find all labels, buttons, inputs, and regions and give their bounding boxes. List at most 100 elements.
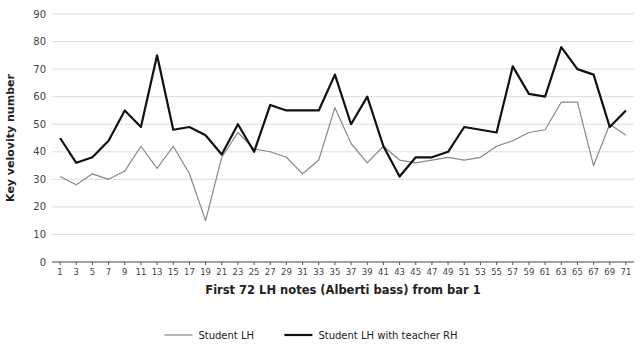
- x-tick: [302, 262, 303, 265]
- x-tick-label: 65: [572, 267, 583, 277]
- x-tick: [60, 262, 61, 265]
- y-tick-label: 60: [33, 91, 46, 102]
- x-tick-label: 69: [604, 267, 615, 277]
- x-tick-label: 29: [281, 267, 292, 277]
- x-tick: [108, 262, 109, 265]
- x-tick-label: 25: [249, 267, 260, 277]
- x-tick-label: 67: [588, 267, 599, 277]
- x-tick: [351, 262, 352, 265]
- grid-line: [52, 179, 634, 180]
- y-tick-label: 90: [33, 9, 46, 20]
- x-tick: [334, 262, 335, 265]
- series-line: [60, 47, 626, 177]
- y-axis-label: Key velovity number: [4, 74, 17, 202]
- x-tick-label: 33: [313, 267, 324, 277]
- grid-line: [52, 69, 634, 70]
- x-tick: [92, 262, 93, 265]
- grid-line: [52, 206, 634, 207]
- x-tick: [318, 262, 319, 265]
- x-tick-label: 19: [200, 267, 211, 277]
- x-tick-label: 21: [216, 267, 227, 277]
- x-tick: [496, 262, 497, 265]
- legend: Student LH Student LH with teacher RH: [164, 330, 457, 341]
- series-line: [60, 102, 626, 220]
- x-tick-label: 51: [459, 267, 470, 277]
- x-tick-label: 5: [90, 267, 95, 277]
- grid-line: [52, 151, 634, 152]
- y-tick-label: 40: [33, 146, 46, 157]
- x-tick: [528, 262, 529, 265]
- x-tick: [545, 262, 546, 265]
- x-tick: [124, 262, 125, 265]
- grid-line: [52, 234, 634, 235]
- x-tick-label: 7: [106, 267, 111, 277]
- x-tick: [464, 262, 465, 265]
- x-tick-label: 61: [540, 267, 551, 277]
- x-tick-label: 43: [394, 267, 405, 277]
- x-tick-label: 27: [265, 267, 276, 277]
- x-tick-label: 11: [136, 267, 147, 277]
- legend-label: Student LH: [198, 330, 254, 341]
- y-tick-label: 20: [33, 201, 46, 212]
- y-tick-label: 80: [33, 36, 46, 47]
- legend-swatch: [284, 334, 312, 336]
- x-tick: [512, 262, 513, 265]
- x-tick: [577, 262, 578, 265]
- x-tick-label: 41: [378, 267, 389, 277]
- x-tick-label: 15: [168, 267, 179, 277]
- x-tick-label: 23: [233, 267, 244, 277]
- x-tick: [270, 262, 271, 265]
- x-tick-label: 9: [122, 267, 127, 277]
- x-tick-label: 31: [297, 267, 308, 277]
- x-tick: [561, 262, 562, 265]
- y-tick-label: 10: [33, 229, 46, 240]
- x-tick-label: 45: [410, 267, 421, 277]
- x-tick-label: 63: [556, 267, 567, 277]
- x-tick: [221, 262, 222, 265]
- x-tick: [157, 262, 158, 265]
- x-tick-label: 39: [362, 267, 373, 277]
- y-tick-label: 70: [33, 64, 46, 75]
- x-tick: [286, 262, 287, 265]
- y-tick-label: 50: [33, 119, 46, 130]
- x-tick-label: 1: [57, 267, 62, 277]
- x-tick: [254, 262, 255, 265]
- chart: 0102030405060708090135791113151719212325…: [0, 0, 644, 357]
- x-tick-label: 17: [184, 267, 195, 277]
- x-tick-label: 59: [524, 267, 535, 277]
- x-tick-label: 57: [507, 267, 518, 277]
- x-tick: [173, 262, 174, 265]
- x-tick-label: 37: [346, 267, 357, 277]
- x-tick: [448, 262, 449, 265]
- y-tick-label: 0: [40, 257, 46, 268]
- grid-line: [52, 41, 634, 42]
- legend-label: Student LH with teacher RH: [318, 330, 457, 341]
- x-tick: [593, 262, 594, 265]
- x-tick-label: 3: [74, 267, 79, 277]
- x-tick-label: 13: [152, 267, 163, 277]
- x-tick-label: 53: [475, 267, 486, 277]
- x-axis-label: First 72 LH notes (Alberti bass) from ba…: [205, 283, 480, 297]
- x-tick: [383, 262, 384, 265]
- x-tick: [480, 262, 481, 265]
- x-tick-label: 49: [443, 267, 454, 277]
- plot-area: [60, 47, 626, 221]
- x-tick: [237, 262, 238, 265]
- x-tick-label: 35: [330, 267, 341, 277]
- grid-line: [52, 14, 634, 15]
- x-axis-line: [52, 262, 634, 263]
- x-tick: [415, 262, 416, 265]
- x-tick: [76, 262, 77, 265]
- x-tick: [140, 262, 141, 265]
- x-tick: [399, 262, 400, 265]
- x-tick: [189, 262, 190, 265]
- grid-line: [52, 262, 634, 263]
- x-tick: [367, 262, 368, 265]
- x-tick: [609, 262, 610, 265]
- x-tick: [431, 262, 432, 265]
- x-tick: [625, 262, 626, 265]
- x-tick-label: 71: [621, 267, 632, 277]
- legend-swatch: [164, 334, 192, 335]
- x-tick-label: 47: [427, 267, 438, 277]
- x-tick-label: 55: [491, 267, 502, 277]
